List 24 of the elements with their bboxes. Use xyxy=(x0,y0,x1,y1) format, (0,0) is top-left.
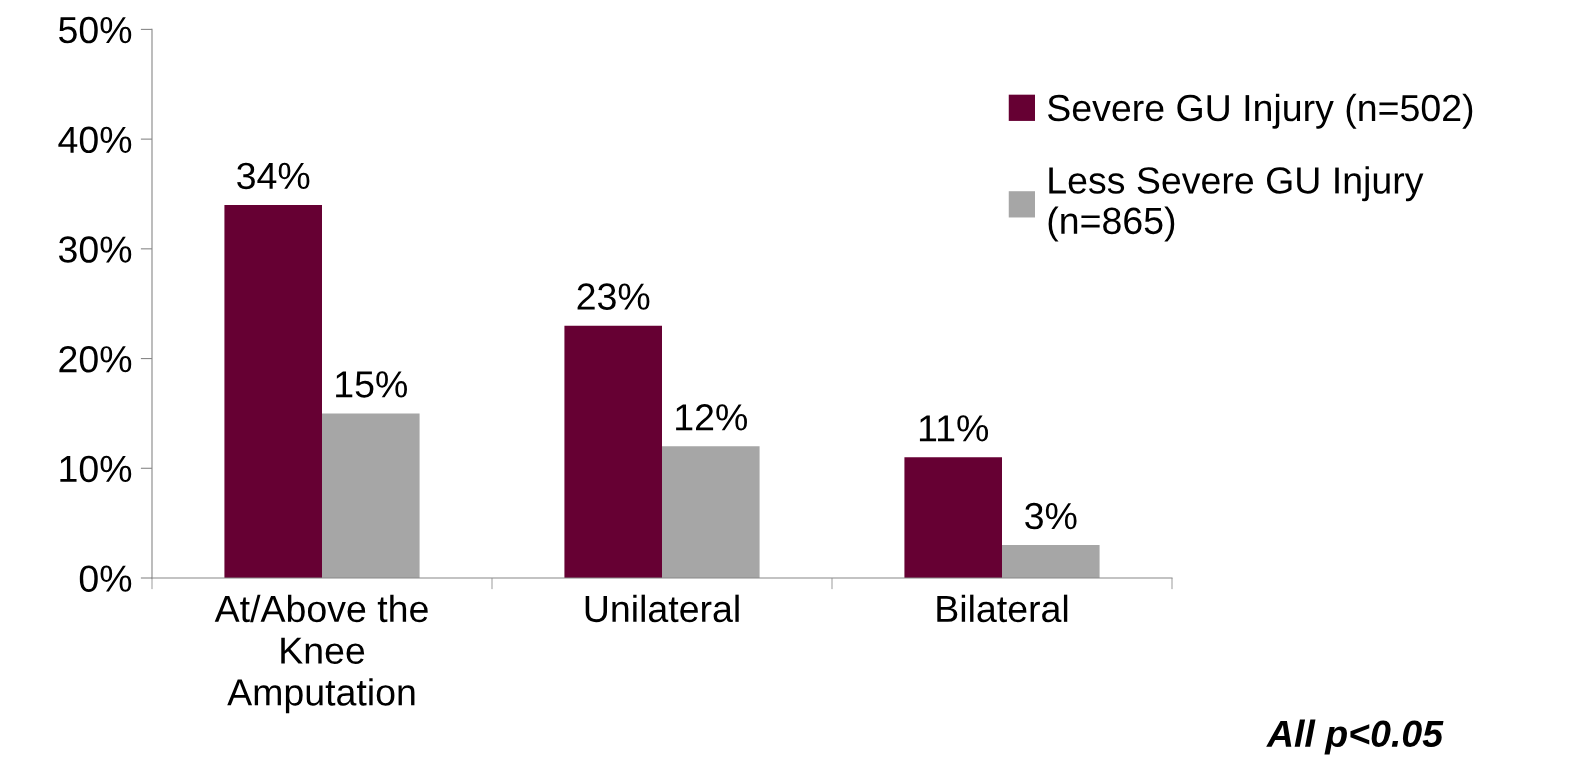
x-tick-label: At/Above the Knee Amputation xyxy=(214,594,428,714)
text: 12% xyxy=(676,404,747,431)
y-tick-label: 50% xyxy=(59,16,132,44)
bar xyxy=(1002,545,1100,578)
bar xyxy=(322,413,420,578)
bar xyxy=(564,325,662,578)
x-tick-label: Unilateral xyxy=(585,594,739,623)
text: All p<0.05 xyxy=(1266,719,1444,755)
bar xyxy=(904,457,1002,578)
y-tick-label: 20% xyxy=(59,345,132,373)
text: 23% xyxy=(577,283,650,310)
y-tick-label: 30% xyxy=(58,236,132,263)
y-tick-label: 10% xyxy=(60,455,132,483)
x-tick-label: Bilateral xyxy=(937,594,1068,623)
bar xyxy=(224,204,322,578)
y-tick-label: 40% xyxy=(58,126,132,154)
legend-label: Severe GU Injury (n=502) xyxy=(1047,93,1473,129)
bar xyxy=(662,446,760,578)
y-tick-label: 0% xyxy=(79,565,132,592)
text: 11% xyxy=(919,415,989,442)
text: 34% xyxy=(237,162,310,190)
text: 3% xyxy=(1025,502,1077,530)
legend-label: Less Severe GU Injury (n=865) xyxy=(1048,166,1424,242)
text: 15% xyxy=(336,371,407,398)
